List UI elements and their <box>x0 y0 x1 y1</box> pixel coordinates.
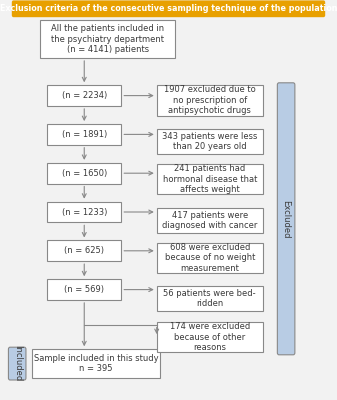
Text: 608 were excluded
because of no weight
measurement: 608 were excluded because of no weight m… <box>164 243 255 273</box>
FancyBboxPatch shape <box>32 349 160 378</box>
FancyBboxPatch shape <box>47 163 121 184</box>
FancyBboxPatch shape <box>157 243 263 273</box>
FancyBboxPatch shape <box>157 286 263 311</box>
Text: 174 were excluded
because of other
reasons: 174 were excluded because of other reaso… <box>170 322 250 352</box>
FancyBboxPatch shape <box>157 164 263 194</box>
Text: Included: Included <box>13 346 22 382</box>
FancyBboxPatch shape <box>47 279 121 300</box>
Text: (n = 1891): (n = 1891) <box>62 130 107 139</box>
Text: 343 patients were less
than 20 years old: 343 patients were less than 20 years old <box>162 132 257 151</box>
FancyBboxPatch shape <box>47 85 121 106</box>
FancyBboxPatch shape <box>47 124 121 145</box>
Text: 241 patients had
hormonal disease that
affects weight: 241 patients had hormonal disease that a… <box>162 164 257 194</box>
FancyBboxPatch shape <box>157 129 263 154</box>
FancyBboxPatch shape <box>157 322 263 352</box>
FancyBboxPatch shape <box>157 208 263 233</box>
FancyBboxPatch shape <box>157 85 263 116</box>
FancyBboxPatch shape <box>40 20 175 58</box>
Text: All the patients included in
the psychiatry department
(n = 4141) patients: All the patients included in the psychia… <box>51 24 164 54</box>
Text: (n = 2234): (n = 2234) <box>62 91 107 100</box>
Text: (n = 1650): (n = 1650) <box>62 169 107 178</box>
FancyBboxPatch shape <box>47 240 121 261</box>
Text: (n = 625): (n = 625) <box>64 246 104 255</box>
Text: Exclusion criteria of the consecutive sampling technique of the population: Exclusion criteria of the consecutive sa… <box>0 4 337 13</box>
FancyBboxPatch shape <box>277 83 295 355</box>
Text: Excluded: Excluded <box>282 200 290 238</box>
FancyBboxPatch shape <box>47 202 121 222</box>
Text: (n = 1233): (n = 1233) <box>62 208 107 216</box>
Text: 56 patients were bed-
ridden: 56 patients were bed- ridden <box>163 289 256 308</box>
Text: 417 patients were
diagnosed with cancer: 417 patients were diagnosed with cancer <box>162 211 257 230</box>
FancyBboxPatch shape <box>8 347 26 380</box>
Text: Sample included in this study
n = 395: Sample included in this study n = 395 <box>34 354 158 373</box>
FancyBboxPatch shape <box>12 0 325 17</box>
Text: (n = 569): (n = 569) <box>64 285 104 294</box>
Text: 1907 excluded due to
no prescription of
antipsychotic drugs: 1907 excluded due to no prescription of … <box>164 86 256 115</box>
